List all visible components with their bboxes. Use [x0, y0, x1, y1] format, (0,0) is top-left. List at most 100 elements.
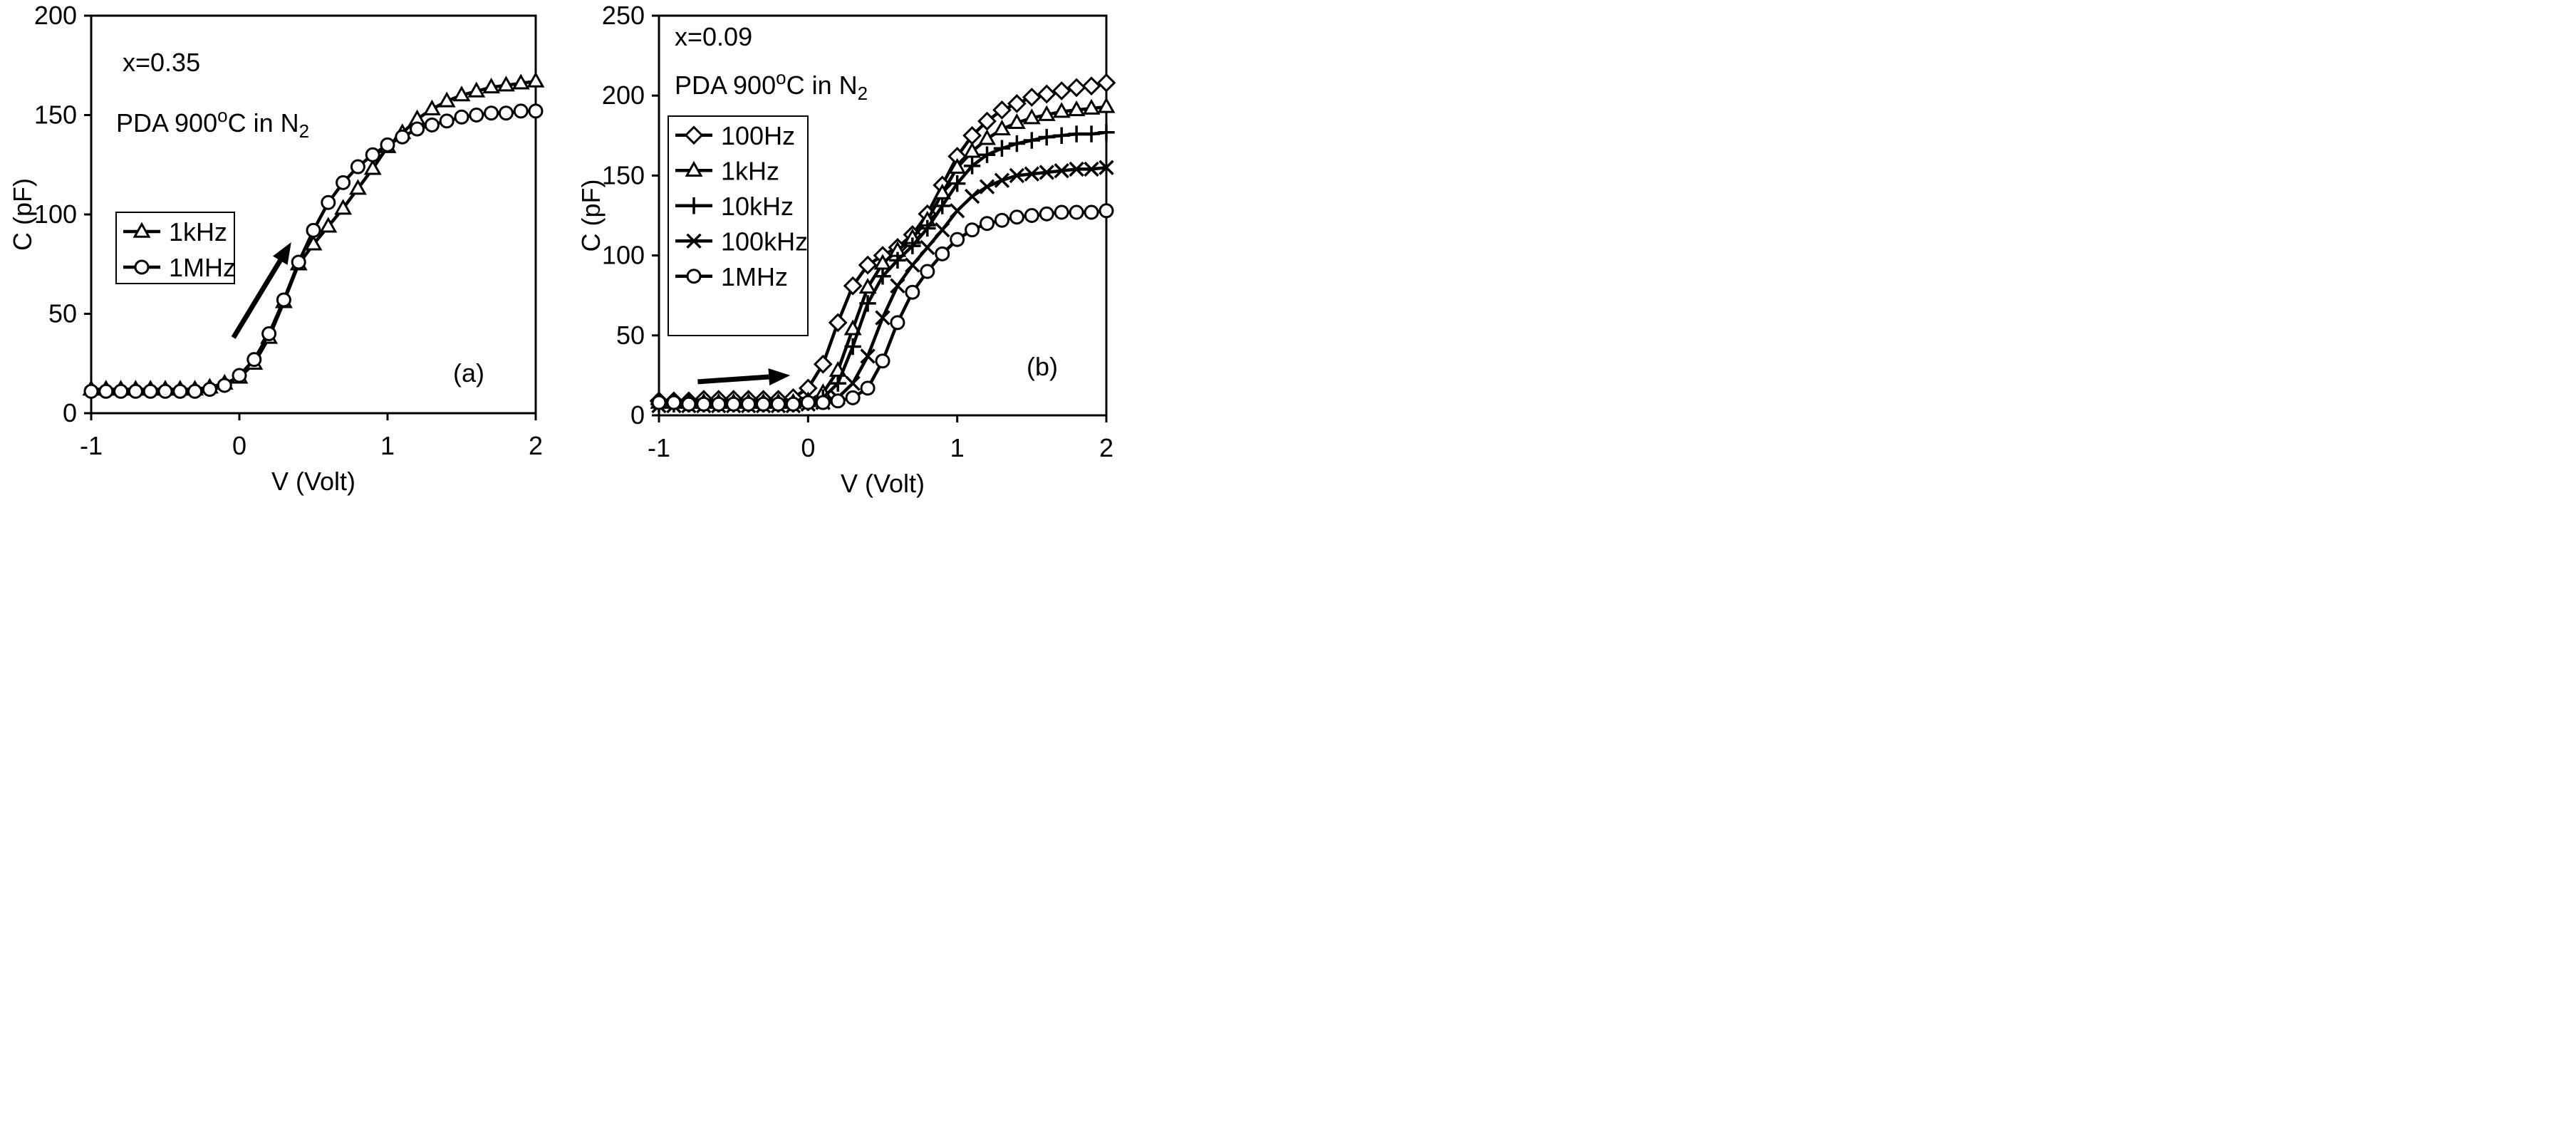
data-point-1MHz [666, 395, 682, 410]
data-point-10kHz [1053, 127, 1070, 144]
data-point-10kHz [948, 175, 966, 192]
legend-label: 1kHz [169, 217, 227, 246]
data-point-100Hz [1066, 78, 1086, 98]
data-point-10kHz [1023, 132, 1041, 149]
data-point-1kHz [526, 71, 545, 88]
data-point-1MHz [815, 395, 831, 410]
data-point-10kHz [963, 157, 981, 175]
data-point-1MHz [276, 292, 291, 308]
data-point-1kHz [319, 217, 338, 233]
legend-marker-100kHz [686, 233, 702, 249]
data-point-1MHz [246, 352, 262, 368]
data-point-1kHz [963, 142, 982, 158]
data-point-1kHz [334, 199, 353, 215]
data-point-100Hz [1081, 76, 1101, 96]
data-point-10kHz [859, 295, 876, 312]
data-point-100Hz [813, 354, 833, 374]
sweep-arrow-shaft [697, 374, 769, 385]
data-point-100Hz [1022, 88, 1042, 107]
data-point-100kHz [1084, 161, 1099, 177]
data-point-1MHz [469, 108, 484, 123]
data-point-100kHz [964, 188, 980, 204]
data-point-1MHz [726, 396, 742, 412]
sweep-arrow-shaft [231, 259, 283, 339]
data-point-1MHz [1039, 206, 1054, 222]
data-point-10kHz [904, 237, 921, 254]
data-point-1kHz [978, 129, 997, 145]
data-point-1kHz [1082, 98, 1101, 115]
y-tick-label: 200 [34, 1, 77, 30]
legend-marker-100Hz [684, 125, 704, 145]
data-point-1MHz [785, 396, 801, 412]
data-point-1kHz [858, 278, 877, 294]
data-point-100kHz [1009, 167, 1025, 184]
data-point-1MHz [770, 396, 786, 412]
legend-label: 1MHz [169, 253, 236, 282]
data-point-100kHz [845, 375, 861, 391]
data-point-1MHz [113, 383, 129, 399]
data-point-1MHz [1069, 204, 1084, 220]
y-tick-label: 0 [630, 400, 645, 430]
data-point-10kHz [1083, 125, 1100, 142]
data-point-1MHz [83, 383, 99, 399]
x-tick-label: -1 [648, 433, 670, 462]
data-point-1kHz [1007, 113, 1026, 130]
data-point-1kHz [843, 319, 862, 336]
data-point-1MHz [980, 216, 995, 232]
data-point-1kHz [482, 78, 501, 94]
y-tick-label: 250 [602, 1, 645, 30]
data-point-1MHz [454, 109, 469, 125]
panel-label: (a) [453, 358, 484, 388]
data-point-1kHz [363, 159, 382, 175]
x-axis-label: V (Volt) [271, 467, 355, 496]
x-tick-label: 2 [1099, 433, 1113, 462]
data-point-1MHz [651, 395, 667, 410]
data-point-1MHz [439, 113, 455, 129]
data-point-1MHz [935, 246, 950, 261]
data-point-1MHz [1084, 204, 1099, 220]
data-point-10kHz [1098, 124, 1115, 141]
pda-condition-label: PDA 900oC in N2 [675, 67, 868, 104]
data-point-1kHz [1052, 102, 1071, 118]
legend-label: 10kHz [721, 192, 794, 221]
data-point-1MHz [128, 383, 143, 399]
data-point-1kHz [1022, 108, 1041, 125]
y-tick-label: 100 [34, 199, 77, 229]
data-point-1MHz [875, 353, 890, 369]
data-point-1MHz [1099, 203, 1114, 219]
data-point-1MHz [424, 117, 440, 133]
data-point-1MHz [306, 222, 321, 238]
data-point-1MHz [920, 264, 935, 279]
data-point-10kHz [874, 268, 891, 285]
y-tick-label: 50 [48, 299, 77, 328]
data-point-1MHz [187, 383, 203, 399]
data-point-100kHz [1024, 166, 1040, 182]
composition-label: x=0.09 [675, 22, 752, 51]
y-axis-label: C (pF) [8, 178, 37, 251]
data-point-1MHz [513, 103, 529, 119]
data-point-1MHz [202, 382, 217, 398]
data-point-100kHz [1039, 165, 1054, 180]
legend-marker-1kHz [133, 222, 151, 238]
data-point-1MHz [217, 378, 232, 393]
data-point-1MHz [142, 383, 158, 399]
data-point-100Hz [977, 111, 997, 131]
data-point-1kHz [348, 179, 367, 195]
data-point-1MHz [890, 315, 905, 331]
data-point-1MHz [950, 232, 965, 247]
data-point-1kHz [1037, 105, 1056, 121]
y-tick-label: 150 [602, 160, 645, 190]
data-point-1MHz [365, 147, 380, 162]
y-axis-label: C (pF) [576, 180, 606, 252]
data-point-100Hz [1007, 94, 1027, 113]
legend-marker-1MHz [134, 259, 150, 275]
data-point-100Hz [843, 276, 863, 296]
x-tick-label: 1 [380, 431, 395, 460]
data-point-1kHz [1097, 97, 1116, 113]
data-point-1MHz [172, 383, 188, 399]
legend-label: 100Hz [721, 121, 795, 150]
data-point-10kHz [1068, 125, 1085, 142]
data-point-1MHz [484, 105, 499, 121]
data-point-1kHz [304, 234, 323, 251]
